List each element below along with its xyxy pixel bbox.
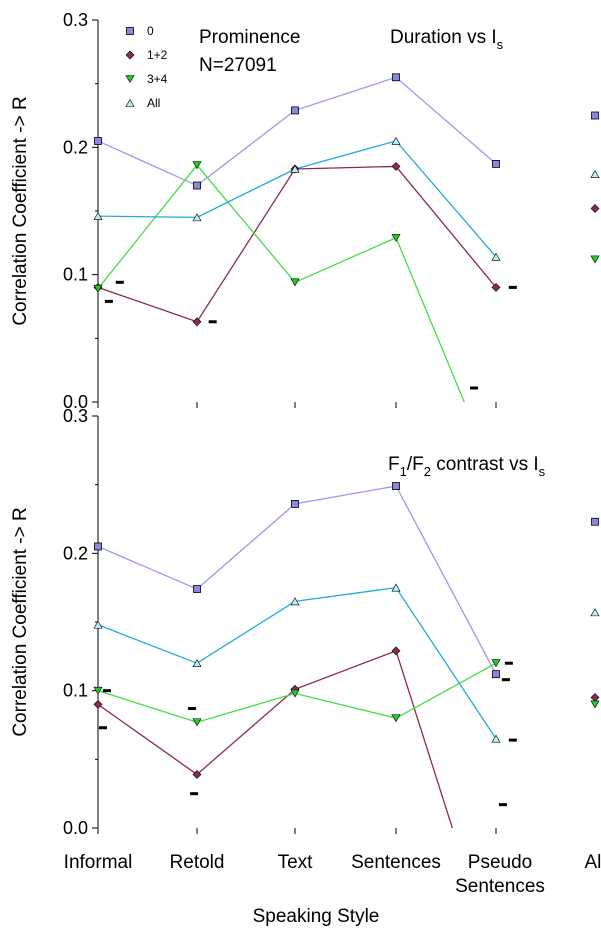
y-tick-label: 0.2 (63, 137, 88, 157)
data-point-s34 (391, 714, 401, 723)
legend-label: 0 (147, 24, 154, 38)
data-point-s0 (94, 542, 102, 551)
data-point-s0 (193, 585, 201, 593)
dash-mark (504, 661, 513, 665)
dash-mark (98, 726, 107, 730)
legend-marker-s12 (125, 50, 135, 60)
data-point-sall (391, 136, 401, 145)
data-point-sall (290, 597, 300, 606)
x-category-label: Retold (170, 852, 225, 873)
y-tick-label: 0.1 (63, 681, 88, 701)
x-axis-label: Speaking Style (253, 906, 380, 927)
legend: 0 1+2 3+4 All (125, 24, 168, 110)
data-point-s0 (392, 482, 400, 490)
y-tick-label: 0.1 (63, 265, 88, 285)
data-point-all-s12 (590, 204, 600, 213)
dash-mark (508, 285, 517, 289)
data-point-s12 (192, 770, 202, 779)
legend-marker-s34 (125, 75, 135, 84)
chart-title-duration: Duration vs Is (390, 27, 504, 52)
data-point-s12 (491, 282, 501, 292)
data-point-all-s12 (590, 693, 600, 702)
data-point-sall (93, 620, 103, 629)
dash-mark (498, 803, 507, 807)
annotation-n: N=27091 (199, 55, 277, 76)
x-category-label: Sentences (351, 852, 441, 873)
annotation-prominence: Prominence (199, 27, 300, 48)
x-category-label: Sentences (455, 876, 545, 897)
dash-mark (115, 280, 124, 284)
x-category-label: All (584, 852, 601, 873)
data-point-s34 (93, 284, 103, 293)
series-lines (98, 76, 497, 402)
data-point-s12 (391, 646, 401, 656)
chart-panel-1: 0.0 0.1 0.2 0.3 Correlation Coefficient -> R (10, 10, 600, 412)
data-point-s0 (392, 73, 400, 82)
data-point-s34 (192, 718, 202, 727)
y-tick-label: 0.0 (63, 818, 88, 838)
dash-mark (501, 678, 510, 682)
dash-mark (104, 299, 113, 303)
data-point-s0 (492, 159, 500, 168)
legend-label: 3+4 (147, 72, 168, 86)
y-tick-label: 0.3 (63, 10, 88, 30)
dash-mark (102, 689, 111, 693)
series-line-s34 (98, 164, 465, 402)
data-point-all-s0 (591, 517, 599, 526)
dash-mark (188, 707, 197, 711)
legend-marker-sall (125, 98, 135, 107)
data-point-sall (192, 659, 202, 668)
data-point-s34 (491, 659, 501, 668)
data-point-all-sall (590, 169, 600, 178)
dash-mark (470, 386, 478, 390)
data-point-s0 (492, 670, 500, 679)
series-line-sall (98, 140, 497, 258)
data-point-s34 (192, 161, 202, 170)
data-point-all-s34 (590, 700, 600, 709)
data-point-sall (192, 213, 202, 222)
dash-mark (508, 738, 517, 742)
data-point-sall (290, 164, 300, 173)
data-point-all-sall (590, 608, 600, 617)
y-tick-label: 0.0 (63, 392, 88, 412)
x-category-label: Pseudo (468, 852, 532, 873)
dash-mark (190, 792, 199, 796)
series-line-s0 (98, 485, 497, 675)
data-point-s34 (290, 689, 300, 698)
data-point-s0 (291, 499, 299, 508)
data-point-sall (93, 211, 103, 220)
data-point-s34 (391, 233, 401, 242)
y-tick-label: 0.3 (63, 406, 88, 426)
legend-label: 1+2 (147, 48, 168, 62)
data-point-s12 (192, 317, 202, 327)
data-point-sall (391, 583, 401, 592)
chart-panel-2: 0.0 0.1 0.2 0.3 Correlation Coefficient -> R (10, 406, 600, 838)
data-point-s0 (291, 106, 299, 115)
y-tick-label: 0.2 (63, 543, 88, 563)
data-point-sall (491, 734, 501, 743)
chart-title-f1f2: F1/F2 contrast vs Is (388, 454, 546, 479)
x-category-label: Informal (64, 852, 133, 873)
dash-mark (208, 320, 217, 324)
data-point-s0 (94, 137, 102, 145)
y-axis-label: Correlation Coefficient -> R (10, 507, 31, 736)
data-point-s12 (93, 699, 103, 709)
legend-label: All (147, 96, 160, 110)
x-category-label: Text (278, 852, 314, 873)
data-point-all-s0 (591, 111, 599, 120)
data-point-s12 (391, 162, 401, 171)
data-point-all-s34 (590, 255, 600, 264)
data-point-s34 (290, 278, 300, 287)
data-point-sall (491, 252, 501, 261)
series-line-sall (98, 586, 497, 740)
legend-marker-s0 (126, 27, 134, 35)
data-point-s34 (93, 686, 103, 695)
series-line-s12 (98, 165, 497, 323)
y-axis-label: Correlation Coefficient -> R (10, 96, 31, 325)
data-point-s0 (193, 181, 201, 190)
